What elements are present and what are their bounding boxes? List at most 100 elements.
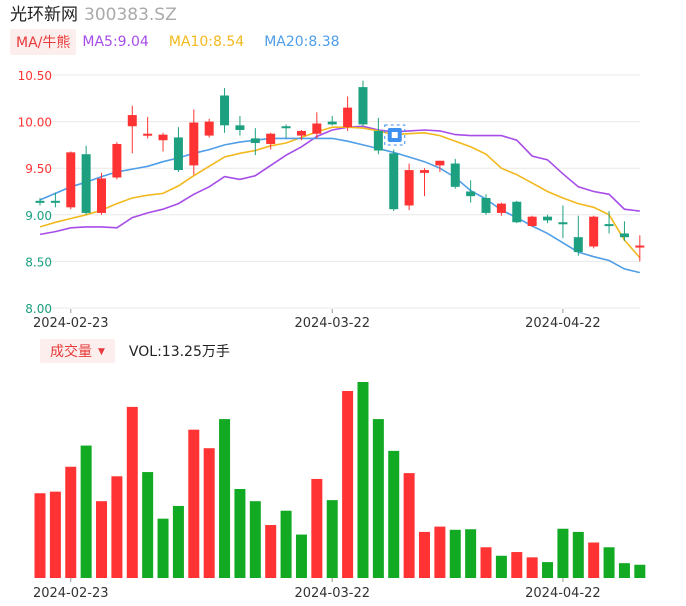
volume-indicator-button[interactable]: 成交量 ▼ xyxy=(40,339,115,363)
candle-body xyxy=(512,201,522,223)
volume-bar xyxy=(126,406,138,578)
candle-body xyxy=(481,198,491,213)
candle xyxy=(373,117,383,155)
candle-body xyxy=(81,154,91,213)
candle xyxy=(143,116,153,139)
candle xyxy=(358,80,368,127)
candle-body xyxy=(373,130,383,151)
ma5-label: MA5:9.04 xyxy=(82,34,149,50)
candle xyxy=(35,198,45,206)
candle xyxy=(635,235,645,262)
candle-body xyxy=(158,134,168,141)
candle xyxy=(481,194,491,215)
volume-bar xyxy=(111,476,123,578)
candle xyxy=(50,192,60,208)
volume-bar xyxy=(326,500,338,578)
volume-bar xyxy=(449,529,461,578)
volume-bar xyxy=(49,491,61,578)
x-tick-label: 2024-02-23 xyxy=(33,316,109,331)
candle xyxy=(127,105,137,154)
candle-body xyxy=(143,133,153,136)
marker-outline xyxy=(384,124,406,146)
volume-bar xyxy=(526,557,538,578)
x-tick-label: 2024-03-22 xyxy=(294,316,370,331)
candle xyxy=(81,145,91,215)
candle-body xyxy=(50,200,60,203)
stock-header: 光环新网 300383.SZ xyxy=(10,4,177,26)
candle-body xyxy=(127,115,137,127)
current-candle-marker[interactable] xyxy=(384,124,406,146)
candle xyxy=(404,163,414,211)
candle-body xyxy=(527,216,537,226)
candle xyxy=(435,160,445,172)
volume-bar xyxy=(96,501,108,578)
x-tick-label: 2024-04-22 xyxy=(525,586,601,601)
volume-bar xyxy=(603,547,615,578)
candle-body xyxy=(573,237,583,253)
price-grid xyxy=(40,74,640,309)
candle-body xyxy=(450,163,460,187)
candle-body xyxy=(619,233,629,238)
y-tick-label: 10.00 xyxy=(18,116,52,130)
volume-legend: 成交量 ▼ VOL:13.25万手 xyxy=(40,339,230,363)
candle-body xyxy=(250,138,260,144)
candle-body xyxy=(173,137,183,171)
candle xyxy=(527,215,537,227)
volume-date-axis: 2024-02-23 2024-03-22 2024-04-22 xyxy=(33,578,601,601)
volume-bar xyxy=(80,445,92,578)
ma10-line xyxy=(39,126,641,259)
y-tick-label: 10.50 xyxy=(18,69,52,83)
stock-code: 300383.SZ xyxy=(84,5,177,25)
candle-body xyxy=(66,152,76,208)
x-tick-label: 2024-02-23 xyxy=(33,586,109,601)
volume-bar xyxy=(634,564,646,578)
candle xyxy=(558,205,568,239)
candle xyxy=(573,215,583,256)
ma20-line xyxy=(39,137,640,274)
volume-bar xyxy=(342,391,354,578)
candle-body xyxy=(343,107,353,128)
volume-bar xyxy=(65,466,77,578)
candle-body xyxy=(327,121,337,125)
candle-body xyxy=(589,216,599,247)
volume-bar xyxy=(357,382,369,578)
volume-bar xyxy=(280,510,292,578)
candle-body xyxy=(435,160,445,166)
volume-indicator-label: 成交量 xyxy=(50,344,92,360)
candle xyxy=(327,116,337,126)
candle xyxy=(66,151,76,210)
caret-down-icon: ▼ xyxy=(98,347,105,357)
candle-body xyxy=(112,143,122,178)
stock-name: 光环新网 xyxy=(10,5,78,25)
volume-bar xyxy=(311,478,323,578)
volume-bar xyxy=(142,472,154,578)
volume-bar xyxy=(542,562,554,578)
volume-bar xyxy=(572,531,584,578)
candle xyxy=(204,118,214,138)
candle-body xyxy=(281,126,291,129)
candle-body xyxy=(420,170,429,173)
volume-bar xyxy=(495,555,507,578)
candle xyxy=(343,96,353,131)
volume-bar xyxy=(203,448,215,578)
price-date-axis: 2024-02-23 2024-03-22 2024-04-22 xyxy=(33,309,601,331)
candle-body xyxy=(404,170,414,206)
candle-body xyxy=(635,245,645,248)
ma-indicator-button[interactable]: MA/牛熊 xyxy=(10,29,77,55)
ma10-label: MA10:8.54 xyxy=(168,34,245,50)
candle xyxy=(466,180,476,203)
x-tick-label: 2024-03-22 xyxy=(294,586,370,601)
y-tick-label: 9.00 xyxy=(25,209,52,223)
candle-body xyxy=(558,222,568,225)
candle-body xyxy=(389,153,399,210)
volume-bar xyxy=(157,518,169,578)
candle xyxy=(589,215,599,249)
candle-body xyxy=(97,178,107,213)
candle-body xyxy=(204,121,214,136)
volume-bars xyxy=(34,382,646,578)
candle xyxy=(250,128,260,156)
candle xyxy=(97,172,107,215)
volume-bar xyxy=(234,489,246,578)
candle xyxy=(266,132,276,150)
volume-bar xyxy=(388,450,400,578)
